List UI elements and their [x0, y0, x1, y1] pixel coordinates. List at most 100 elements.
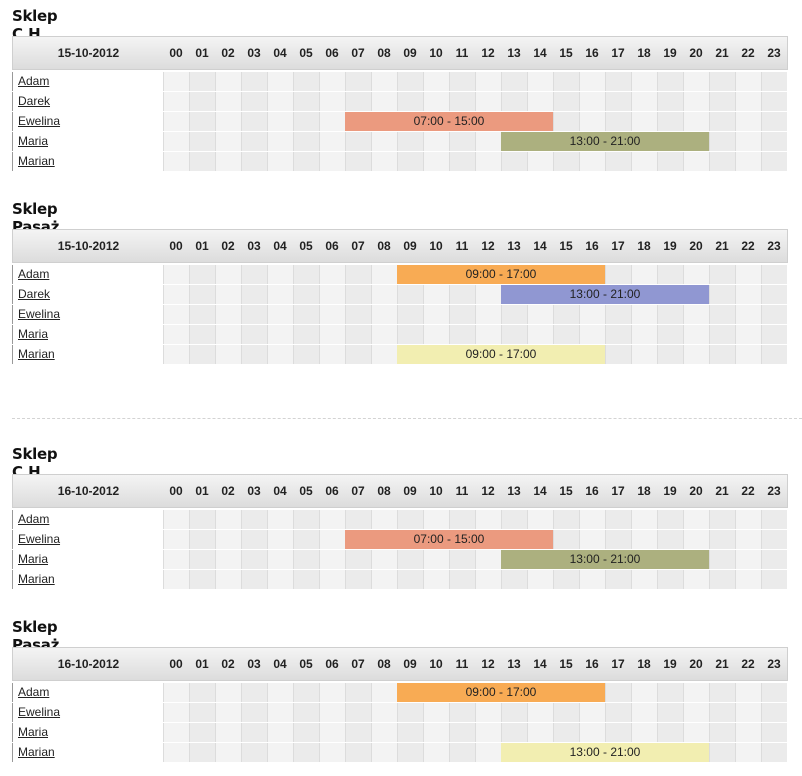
hour-slot[interactable] — [683, 570, 709, 589]
hour-slot[interactable] — [423, 305, 449, 324]
hour-slot[interactable] — [657, 152, 683, 171]
hour-slot[interactable] — [657, 325, 683, 344]
hour-slot[interactable] — [683, 92, 709, 111]
hour-slot[interactable] — [657, 723, 683, 742]
hour-slot[interactable] — [215, 112, 241, 131]
hour-slot[interactable] — [397, 92, 423, 111]
hour-slot[interactable] — [319, 305, 345, 324]
hour-slot[interactable] — [241, 530, 267, 549]
hour-slot[interactable] — [319, 510, 345, 529]
employee-name-link[interactable]: Maria — [18, 552, 49, 566]
hour-slot[interactable] — [761, 112, 787, 131]
hour-slot[interactable] — [163, 345, 189, 364]
hour-slot[interactable] — [605, 112, 631, 131]
employee-name-link[interactable]: Ewelina — [18, 532, 61, 546]
hour-slot[interactable] — [579, 325, 605, 344]
hour-slot[interactable] — [397, 703, 423, 722]
hour-slot[interactable] — [761, 152, 787, 171]
hour-slot[interactable] — [215, 72, 241, 91]
hour-slot[interactable] — [345, 72, 371, 91]
hour-slot[interactable] — [267, 112, 293, 131]
hour-slot[interactable] — [371, 723, 397, 742]
hour-slot[interactable] — [579, 152, 605, 171]
hour-slot[interactable] — [605, 345, 631, 364]
hour-slot[interactable] — [371, 743, 397, 762]
hour-slot[interactable] — [163, 112, 189, 131]
hour-slot[interactable] — [553, 703, 579, 722]
hour-slot[interactable] — [163, 743, 189, 762]
hour-slot[interactable] — [267, 530, 293, 549]
hour-slot[interactable] — [449, 723, 475, 742]
hour-slot[interactable] — [683, 723, 709, 742]
hour-slot[interactable] — [241, 152, 267, 171]
hour-slot[interactable] — [423, 72, 449, 91]
hour-slot[interactable] — [579, 703, 605, 722]
hour-slot[interactable] — [449, 72, 475, 91]
hour-slot[interactable] — [579, 92, 605, 111]
employee-name-link[interactable]: Marian — [18, 745, 55, 759]
hour-slot[interactable] — [163, 550, 189, 569]
hour-slot[interactable] — [267, 325, 293, 344]
hour-slot[interactable] — [215, 683, 241, 702]
hour-slot[interactable] — [241, 703, 267, 722]
hour-slot[interactable] — [189, 285, 215, 304]
employee-name-link[interactable]: Adam — [18, 267, 50, 281]
hour-slot[interactable] — [683, 510, 709, 529]
hour-slot[interactable] — [241, 683, 267, 702]
hour-slot[interactable] — [553, 325, 579, 344]
hour-slot[interactable] — [215, 152, 241, 171]
hour-slot[interactable] — [449, 703, 475, 722]
hour-slot[interactable] — [631, 72, 657, 91]
employee-name-link[interactable]: Marian — [18, 347, 55, 361]
hour-slot[interactable] — [475, 703, 501, 722]
hour-slot[interactable] — [293, 530, 319, 549]
hour-slot[interactable] — [475, 132, 501, 151]
hour-slot[interactable] — [735, 152, 761, 171]
hour-slot[interactable] — [761, 570, 787, 589]
hour-slot[interactable] — [579, 510, 605, 529]
hour-slot[interactable] — [267, 132, 293, 151]
hour-slot[interactable] — [735, 530, 761, 549]
hour-slot[interactable] — [449, 92, 475, 111]
hour-slot[interactable] — [163, 530, 189, 549]
hour-slot[interactable] — [319, 530, 345, 549]
hour-slot[interactable] — [527, 723, 553, 742]
hour-slot[interactable] — [397, 325, 423, 344]
hour-slot[interactable] — [709, 345, 735, 364]
hour-slot[interactable] — [371, 72, 397, 91]
hour-slot[interactable] — [735, 112, 761, 131]
employee-name-link[interactable]: Ewelina — [18, 307, 61, 321]
hour-slot[interactable] — [475, 743, 501, 762]
hour-slot[interactable] — [293, 743, 319, 762]
hour-slot[interactable] — [475, 92, 501, 111]
hour-slot[interactable] — [397, 285, 423, 304]
hour-slot[interactable] — [735, 285, 761, 304]
hour-slot[interactable] — [605, 92, 631, 111]
hour-slot[interactable] — [631, 345, 657, 364]
hour-slot[interactable] — [293, 152, 319, 171]
hour-slot[interactable] — [761, 743, 787, 762]
hour-slot[interactable] — [345, 152, 371, 171]
hour-slot[interactable] — [501, 510, 527, 529]
hour-slot[interactable] — [371, 285, 397, 304]
hour-slot[interactable] — [397, 743, 423, 762]
hour-slot[interactable] — [345, 92, 371, 111]
hour-slot[interactable] — [605, 530, 631, 549]
hour-slot[interactable] — [579, 72, 605, 91]
hour-slot[interactable] — [345, 743, 371, 762]
hour-slot[interactable] — [527, 570, 553, 589]
hour-slot[interactable] — [397, 152, 423, 171]
hour-slot[interactable] — [345, 132, 371, 151]
hour-slot[interactable] — [345, 285, 371, 304]
hour-slot[interactable] — [553, 305, 579, 324]
hour-slot[interactable] — [293, 112, 319, 131]
hour-slot[interactable] — [241, 345, 267, 364]
hour-slot[interactable] — [397, 305, 423, 324]
hour-slot[interactable] — [449, 305, 475, 324]
hour-slot[interactable] — [293, 683, 319, 702]
hour-slot[interactable] — [345, 550, 371, 569]
hour-slot[interactable] — [293, 570, 319, 589]
hour-slot[interactable] — [475, 570, 501, 589]
hour-slot[interactable] — [631, 305, 657, 324]
hour-slot[interactable] — [189, 305, 215, 324]
